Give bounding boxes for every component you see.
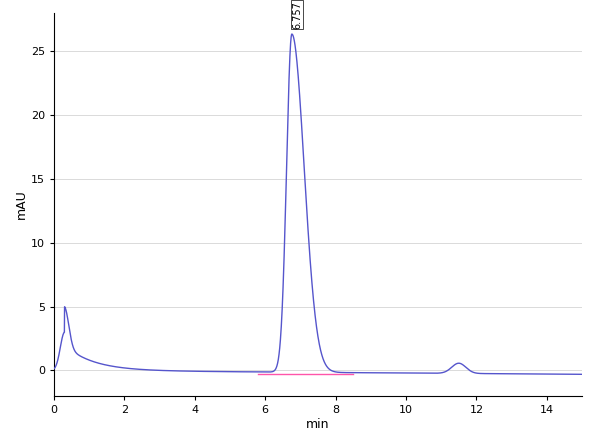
- Text: 6.757: 6.757: [292, 0, 302, 29]
- X-axis label: min: min: [306, 418, 330, 431]
- Y-axis label: mAU: mAU: [15, 190, 28, 220]
